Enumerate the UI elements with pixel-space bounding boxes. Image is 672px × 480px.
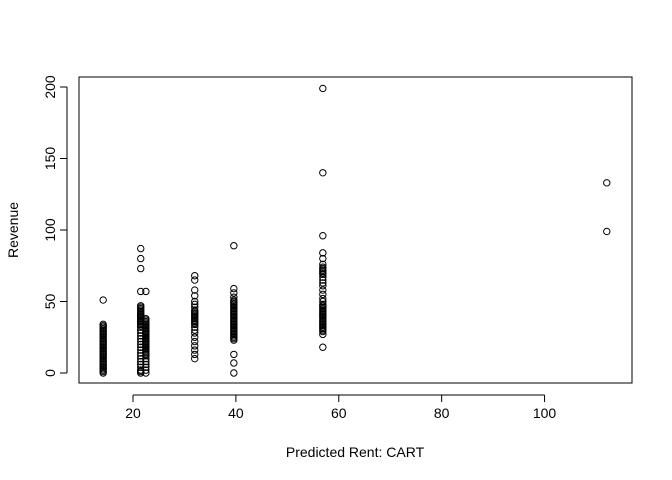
- data-point: [319, 282, 327, 290]
- data-point: [603, 179, 611, 187]
- x-axis: 20 40 60 80 100: [125, 394, 557, 421]
- data-point: [142, 334, 150, 343]
- data-point: [319, 330, 327, 339]
- data-point: [191, 326, 199, 334]
- data-point: [319, 286, 327, 294]
- data-point: [99, 296, 107, 304]
- data-point: [191, 292, 199, 300]
- data-point: [319, 260, 327, 269]
- data-point: [142, 350, 150, 359]
- data-point: [137, 264, 145, 273]
- y-tick-label: 100: [42, 218, 58, 242]
- data-point: [191, 346, 199, 354]
- data-point: [191, 303, 199, 311]
- data-point: [230, 242, 238, 250]
- data-point: [319, 273, 327, 281]
- data-point: [319, 232, 327, 240]
- data-point: [191, 297, 199, 306]
- data-point: [319, 279, 327, 287]
- data-point: [191, 337, 199, 346]
- data-point: [142, 357, 150, 366]
- data-point: [319, 169, 327, 177]
- data-point: [230, 289, 238, 297]
- data-point: [137, 244, 145, 253]
- data-point: [137, 254, 145, 263]
- x-tick-label: 20: [125, 405, 141, 421]
- data-point: [191, 333, 199, 341]
- data-point: [142, 363, 150, 371]
- data-point: [319, 263, 327, 271]
- data-point: [230, 293, 238, 301]
- data-point: [191, 329, 199, 337]
- y-axis-label: Revenue: [5, 202, 21, 258]
- data-point: [142, 366, 150, 374]
- data-point: [319, 84, 327, 93]
- data-point: [142, 360, 150, 369]
- y-tick-label: 200: [42, 75, 58, 99]
- data-point: [142, 354, 150, 363]
- data-point: [319, 290, 327, 299]
- y-axis: 0 50 100 150 200: [42, 75, 68, 377]
- data-point: [142, 369, 150, 377]
- data-point: [230, 359, 238, 367]
- data-point: [191, 272, 199, 280]
- data-point: [319, 254, 327, 263]
- data-point: [142, 329, 150, 337]
- data-point: [191, 276, 199, 284]
- x-tick-label: 60: [331, 405, 347, 421]
- y-tick-label: 150: [42, 147, 58, 171]
- data-point: [230, 369, 238, 377]
- x-tick-label: 40: [228, 405, 244, 421]
- data-point: [142, 314, 150, 323]
- data-point: [230, 284, 238, 293]
- data-point: [99, 320, 107, 329]
- data-point: [319, 249, 327, 257]
- data-point: [191, 350, 199, 359]
- data-point: [191, 354, 199, 363]
- data-point: [319, 297, 327, 306]
- data-point: [191, 300, 199, 309]
- y-tick-label: 50: [42, 293, 58, 309]
- data-point: [603, 227, 611, 236]
- data-point: [142, 337, 150, 346]
- data-point: [191, 306, 199, 314]
- y-tick-label: 0: [42, 369, 58, 377]
- x-axis-label: Predicted Rent: CART: [286, 444, 425, 460]
- data-point: [142, 287, 150, 296]
- data-point: [230, 350, 238, 359]
- data-point: [319, 294, 327, 303]
- data-point: [191, 342, 199, 350]
- x-tick-label: 100: [533, 405, 557, 421]
- data-point: [137, 287, 145, 296]
- data-point: [319, 300, 327, 309]
- data-point: [137, 302, 145, 310]
- plot-frame: [78, 76, 633, 384]
- data-point: [230, 296, 238, 304]
- data-point: [191, 323, 199, 331]
- x-tick-label: 80: [434, 405, 450, 421]
- data-point: [319, 343, 327, 351]
- data-point: [319, 276, 327, 284]
- data-points: [99, 84, 611, 377]
- data-point: [191, 286, 199, 294]
